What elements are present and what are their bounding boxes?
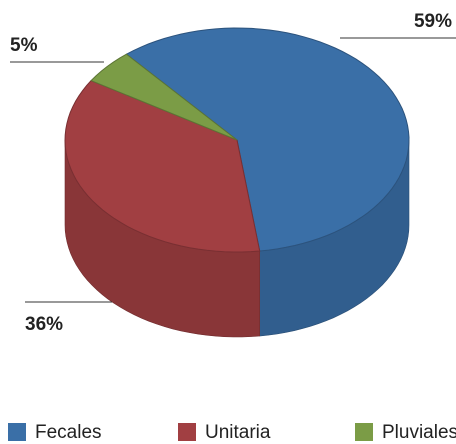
data-label: 5% — [10, 35, 38, 56]
slice — [125, 27, 410, 252]
slice — [90, 53, 238, 141]
legend-label: Pluviales — [382, 422, 456, 443]
legend-swatch — [8, 423, 26, 441]
legend-swatch — [355, 423, 373, 441]
data-label: 59% — [414, 11, 452, 32]
slice — [64, 80, 261, 253]
legend-label: Fecales — [35, 422, 102, 443]
data-label: 36% — [25, 314, 63, 335]
legend-label: Unitaria — [205, 422, 271, 443]
legend-swatch — [178, 423, 196, 441]
